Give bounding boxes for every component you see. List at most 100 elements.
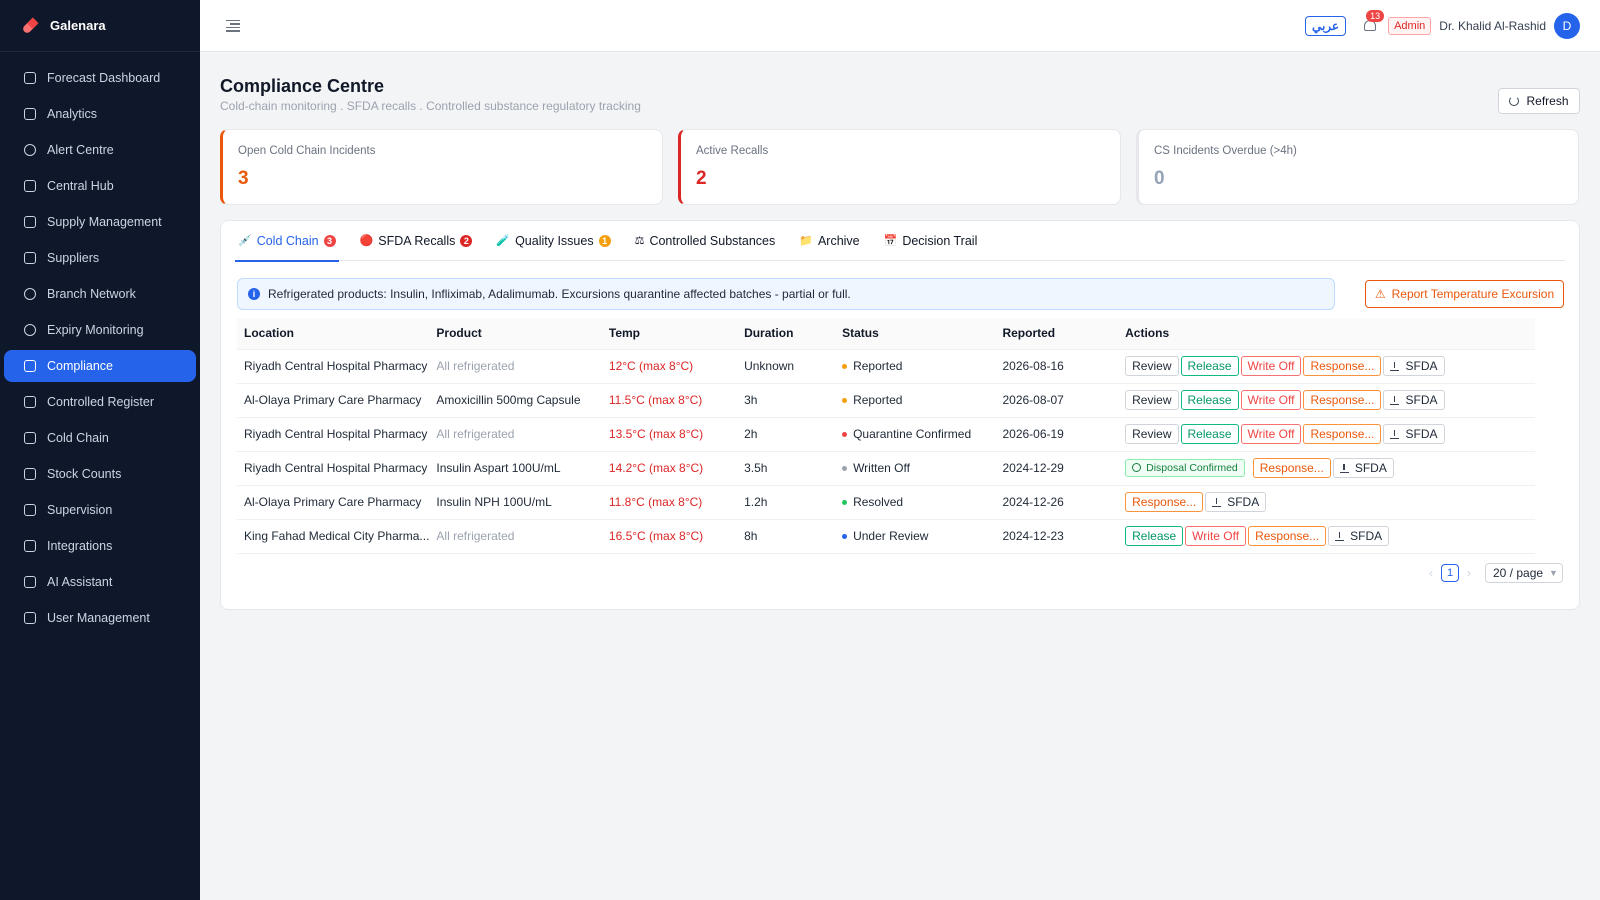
sidebar-item-controlled-register[interactable]: Controlled Register xyxy=(4,386,196,418)
prev-page-icon[interactable]: ‹ xyxy=(1429,566,1433,580)
page-size-select[interactable]: 20 / page ▼ xyxy=(1485,563,1563,583)
sidebar-item-cold-chain[interactable]: Cold Chain xyxy=(4,422,196,454)
sidebar-item-supervision[interactable]: Supervision xyxy=(4,494,196,526)
avatar[interactable]: D xyxy=(1554,13,1580,39)
tab-cold-chain[interactable]: 💉 Cold Chain 3 xyxy=(235,221,339,262)
brand[interactable]: Galenara xyxy=(0,0,200,52)
table-row[interactable]: Al-Olaya Primary Care Pharmacy Insulin NP… xyxy=(237,485,1535,520)
sidebar-item-label: Compliance xyxy=(47,359,114,373)
release-button[interactable]: Release xyxy=(1125,526,1184,546)
info-icon: i xyxy=(248,288,260,300)
table-row[interactable]: Riyadh Central Hospital Pharmacy All refr… xyxy=(237,417,1535,452)
actions-cell: Review Release Write Off Response... SFDA xyxy=(1118,349,1535,384)
action-label: SFDA xyxy=(1354,461,1387,475)
sidebar-item-analytics[interactable]: Analytics xyxy=(4,98,196,130)
review-button[interactable]: Review xyxy=(1125,424,1179,444)
status-label: Resolved xyxy=(853,495,904,509)
response-button[interactable]: Response... xyxy=(1303,390,1382,410)
sidebar-item-supply-management[interactable]: Supply Management xyxy=(4,206,196,238)
action-label: Review xyxy=(1132,393,1172,407)
release-button[interactable]: Release xyxy=(1180,424,1239,444)
column-header: Actions xyxy=(1118,318,1535,350)
menu-toggle-icon[interactable] xyxy=(226,19,240,32)
sfda-button[interactable]: SFDA xyxy=(1383,424,1445,444)
refresh-label: Refresh xyxy=(1526,94,1569,108)
table-row[interactable]: Riyadh Central Hospital Pharmacy Insulin … xyxy=(237,451,1535,486)
tab-quality-issues[interactable]: 🧪 Quality Issues 1 xyxy=(493,221,613,261)
response-button[interactable]: Response... xyxy=(1125,492,1204,512)
sfda-button[interactable]: SFDA xyxy=(1332,458,1394,478)
tab-count-badge: 1 xyxy=(598,234,611,247)
hub-icon xyxy=(24,180,36,192)
table-row[interactable]: King Fahad Medical City Pharma... All ref… xyxy=(237,519,1535,554)
review-button[interactable]: Review xyxy=(1125,356,1179,376)
review-button[interactable]: Review xyxy=(1125,390,1179,410)
sidebar-item-forecast-dashboard[interactable]: Forecast Dashboard xyxy=(4,62,196,94)
tab-controlled-substances[interactable]: ⚖ Controlled Substances xyxy=(632,221,779,261)
sfda-button[interactable]: SFDA xyxy=(1383,356,1445,376)
tab-sfda-recalls[interactable]: 🔴 SFDA Recalls 2 xyxy=(357,221,476,261)
location-cell: King Fahad Medical City Pharma... xyxy=(237,519,430,554)
scale-icon: ⚖ xyxy=(634,235,645,247)
release-button[interactable]: Release xyxy=(1180,356,1239,376)
sfda-button[interactable]: SFDA xyxy=(1328,526,1390,546)
location-cell: Al-Olaya Primary Care Pharmacy xyxy=(237,383,430,418)
next-page-icon[interactable]: › xyxy=(1467,566,1471,580)
compliance-icon xyxy=(24,360,36,372)
monitor-icon xyxy=(24,504,36,516)
tab-label: Decision Trail xyxy=(902,233,978,248)
notification-bell-icon[interactable]: 13 xyxy=(1362,10,1385,34)
sidebar-item-expiry-monitoring[interactable]: Expiry Monitoring xyxy=(4,314,196,346)
location-cell: Riyadh Central Hospital Pharmacy xyxy=(237,417,430,452)
syringe-icon: 💉 xyxy=(238,235,252,247)
sidebar-item-integrations[interactable]: Integrations xyxy=(4,530,196,562)
sfda-button[interactable]: SFDA xyxy=(1383,390,1445,410)
sidebar-item-branch-network[interactable]: Branch Network xyxy=(4,278,196,310)
column-header: Product xyxy=(429,318,602,350)
sidebar-item-label: Alert Centre xyxy=(47,143,114,157)
refresh-button[interactable]: Refresh xyxy=(1498,88,1580,114)
response-button[interactable]: Response... xyxy=(1248,526,1327,546)
tab-archive[interactable]: 📁 Archive xyxy=(796,221,862,261)
write-off-button[interactable]: Write Off xyxy=(1240,356,1302,376)
report-excursion-button[interactable]: ⚠ Report Temperature Excursion xyxy=(1365,280,1564,308)
sfda-button[interactable]: SFDA xyxy=(1205,492,1267,512)
status-label: Quarantine Confirmed xyxy=(853,427,972,441)
sidebar-item-label: Forecast Dashboard xyxy=(47,71,161,85)
sidebar-item-ai-assistant[interactable]: AI Assistant xyxy=(4,566,196,598)
red-circle-icon: 🔴 xyxy=(359,235,374,247)
table-row[interactable]: Riyadh Central Hospital Pharmacy All refr… xyxy=(237,349,1535,384)
sidebar-item-alert-centre[interactable]: Alert Centre xyxy=(4,134,196,166)
write-off-button[interactable]: Write Off xyxy=(1240,424,1302,444)
action-label: SFDA xyxy=(1405,427,1438,441)
action-label: SFDA xyxy=(1227,495,1260,509)
status-dot-icon xyxy=(842,500,848,506)
write-off-button[interactable]: Write Off xyxy=(1240,390,1302,410)
sidebar-item-suppliers[interactable]: Suppliers xyxy=(4,242,196,274)
stat-card-recalls: Active Recalls 2 xyxy=(678,129,1121,205)
sidebar-item-compliance[interactable]: Compliance xyxy=(4,350,196,382)
duration-cell: 3h xyxy=(737,383,836,418)
response-button[interactable]: Response... xyxy=(1252,458,1331,478)
sidebar-item-central-hub[interactable]: Central Hub xyxy=(4,170,196,202)
language-toggle-button[interactable]: عربي xyxy=(1304,16,1347,36)
write-off-button[interactable]: Write Off xyxy=(1185,526,1247,546)
response-button[interactable]: Response... xyxy=(1303,356,1382,376)
download-icon xyxy=(1390,396,1400,405)
report-excursion-label: Report Temperature Excursion xyxy=(1391,287,1555,301)
actions-cell: Disposal Confirmed Response... SFDA xyxy=(1118,451,1535,486)
tab-label: Quality Issues xyxy=(515,233,594,248)
user-name[interactable]: Dr. Khalid Al-Rashid xyxy=(1439,19,1546,33)
sidebar-item-user-management[interactable]: User Management xyxy=(4,602,196,634)
users-icon xyxy=(24,612,36,624)
release-button[interactable]: Release xyxy=(1180,390,1239,410)
warning-icon: ⚠ xyxy=(1374,287,1386,301)
action-label: Response... xyxy=(1310,427,1375,441)
sidebar-item-label: AI Assistant xyxy=(47,575,113,589)
actions-cell: Release Write Off Response... SFDA xyxy=(1118,519,1535,554)
page-number[interactable]: 1 xyxy=(1441,564,1459,582)
table-row[interactable]: Al-Olaya Primary Care Pharmacy Amoxicilli… xyxy=(237,383,1535,418)
tab-decision-trail[interactable]: 📅 Decision Trail xyxy=(881,221,981,261)
sidebar-item-stock-counts[interactable]: Stock Counts xyxy=(4,458,196,490)
response-button[interactable]: Response... xyxy=(1303,424,1382,444)
